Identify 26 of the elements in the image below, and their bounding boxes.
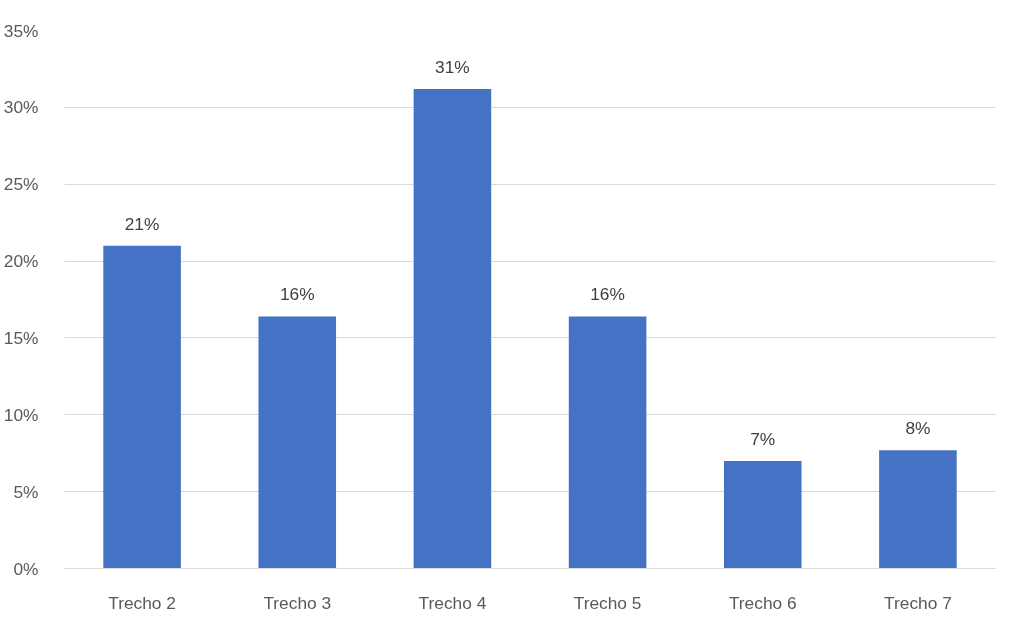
y-tick-label: 0% — [13, 558, 39, 579]
data-label: 31% — [435, 56, 470, 77]
y-tick-label: 10% — [3, 404, 39, 425]
data-label: 16% — [590, 284, 625, 305]
bar — [413, 88, 492, 569]
y-tick-label: 25% — [3, 174, 39, 195]
bar — [103, 245, 181, 569]
x-tick-label: Trecho 6 — [728, 592, 797, 613]
y-tick-label: 35% — [3, 20, 39, 41]
bar — [258, 316, 337, 569]
data-label: 16% — [279, 284, 315, 305]
bar — [723, 460, 802, 569]
y-tick-label: 30% — [3, 97, 39, 118]
y-tick-label: 5% — [13, 481, 39, 502]
x-tick-label: Trecho 3 — [263, 592, 332, 613]
y-tick-label: 20% — [3, 251, 39, 272]
data-label: 7% — [750, 428, 776, 449]
x-tick-label: Trecho 4 — [418, 592, 487, 613]
x-tick-label: Trecho 2 — [108, 592, 176, 613]
bar — [568, 316, 647, 569]
data-label: 21% — [124, 213, 160, 234]
x-tick-label: Trecho 5 — [573, 592, 642, 613]
data-label: 8% — [905, 418, 931, 439]
x-tick-label: Trecho 7 — [884, 592, 952, 613]
y-tick-label: 15% — [3, 327, 39, 348]
bar — [879, 450, 957, 569]
